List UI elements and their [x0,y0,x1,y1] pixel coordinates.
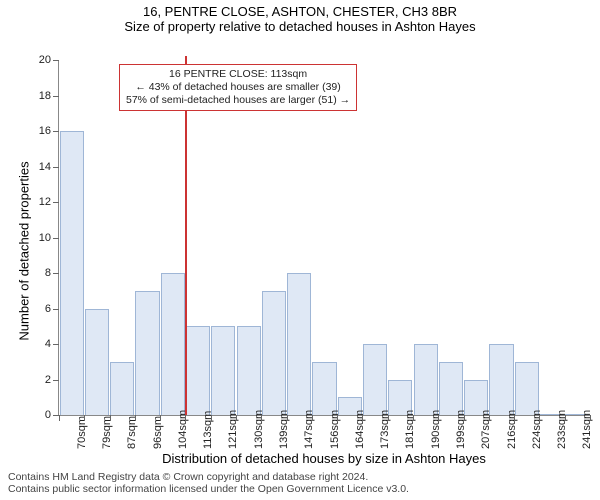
plot-area: 0246810121416182070sqm79sqm87sqm96sqm104… [58,60,590,416]
bar [515,362,539,415]
x-tick [84,415,85,421]
x-tick [590,415,591,421]
y-tick [53,60,59,61]
y-tick [53,309,59,310]
attribution-line2: Contains public sector information licen… [8,483,592,496]
x-tick-label: 79sqm [101,416,113,449]
y-tick [53,167,59,168]
x-tick-label: 181sqm [404,410,416,449]
x-tick-label: 147sqm [303,410,315,449]
bar [135,291,159,415]
x-tick [514,415,515,421]
attribution-text: Contains HM Land Registry data © Crown c… [8,471,592,496]
y-tick-label: 12 [29,196,51,208]
x-tick [539,415,540,421]
bar [211,326,235,415]
page-title-line2: Size of property relative to detached ho… [0,19,600,36]
x-tick [261,415,262,421]
y-tick [53,238,59,239]
x-tick [464,415,465,421]
y-tick [53,96,59,97]
x-tick [287,415,288,421]
x-tick-label: 87sqm [126,416,138,449]
x-tick-label: 173sqm [379,410,391,449]
y-tick-label: 2 [29,374,51,386]
x-tick-label: 139sqm [278,410,290,449]
annotation-box: 16 PENTRE CLOSE: 113sqm← 43% of detached… [119,64,357,111]
y-tick-label: 6 [29,303,51,315]
annotation-line: 57% of semi-detached houses are larger (… [126,94,350,107]
chart-container: Number of detached properties 0246810121… [0,36,600,466]
x-tick-label: 233sqm [556,410,568,449]
x-tick-label: 207sqm [480,410,492,449]
bar [262,291,286,415]
y-tick-label: 4 [29,338,51,350]
bar [237,326,261,415]
x-tick [413,415,414,421]
x-tick-label: 130sqm [253,410,265,449]
x-axis-label: Distribution of detached houses by size … [58,451,590,466]
y-tick [53,131,59,132]
x-tick-label: 121sqm [227,410,239,449]
x-tick [185,415,186,421]
x-tick-label: 241sqm [581,410,593,449]
y-tick [53,344,59,345]
x-tick [59,415,60,421]
y-tick-label: 16 [29,125,51,137]
x-tick [388,415,389,421]
x-tick [135,415,136,421]
bars-group [59,60,590,415]
bar [161,273,185,415]
x-tick-label: 164sqm [354,410,366,449]
attribution-line1: Contains HM Land Registry data © Crown c… [8,471,592,484]
x-tick-label: 224sqm [531,410,543,449]
y-tick-label: 10 [29,232,51,244]
x-tick [337,415,338,421]
x-tick [110,415,111,421]
annotation-line: 16 PENTRE CLOSE: 113sqm [126,68,350,81]
y-tick [53,273,59,274]
bar [110,362,134,415]
bar [414,344,438,415]
x-tick [211,415,212,421]
bar [489,344,513,415]
y-tick-label: 8 [29,267,51,279]
x-tick-label: 156sqm [329,410,341,449]
annotation-line: ← 43% of detached houses are smaller (39… [126,81,350,94]
x-tick [362,415,363,421]
bar [363,344,387,415]
y-tick-label: 0 [29,409,51,421]
y-tick [53,202,59,203]
x-tick [565,415,566,421]
y-tick-label: 14 [29,161,51,173]
x-tick-label: 96sqm [152,416,164,449]
bar [85,309,109,416]
page-title-line1: 16, PENTRE CLOSE, ASHTON, CHESTER, CH3 8… [0,0,600,19]
x-tick-label: 190sqm [430,410,442,449]
x-tick [312,415,313,421]
bar [60,131,84,415]
bar [439,362,463,415]
y-tick-label: 20 [29,54,51,66]
x-tick [160,415,161,421]
bar [287,273,311,415]
x-tick [236,415,237,421]
x-tick-label: 104sqm [177,410,189,449]
x-tick-label: 199sqm [455,410,467,449]
bar [312,362,336,415]
x-tick-label: 70sqm [76,416,88,449]
x-tick [489,415,490,421]
x-tick [438,415,439,421]
x-tick-label: 216sqm [506,410,518,449]
y-tick [53,380,59,381]
y-tick-label: 18 [29,90,51,102]
bar [186,326,210,415]
x-tick-label: 113sqm [202,411,214,449]
